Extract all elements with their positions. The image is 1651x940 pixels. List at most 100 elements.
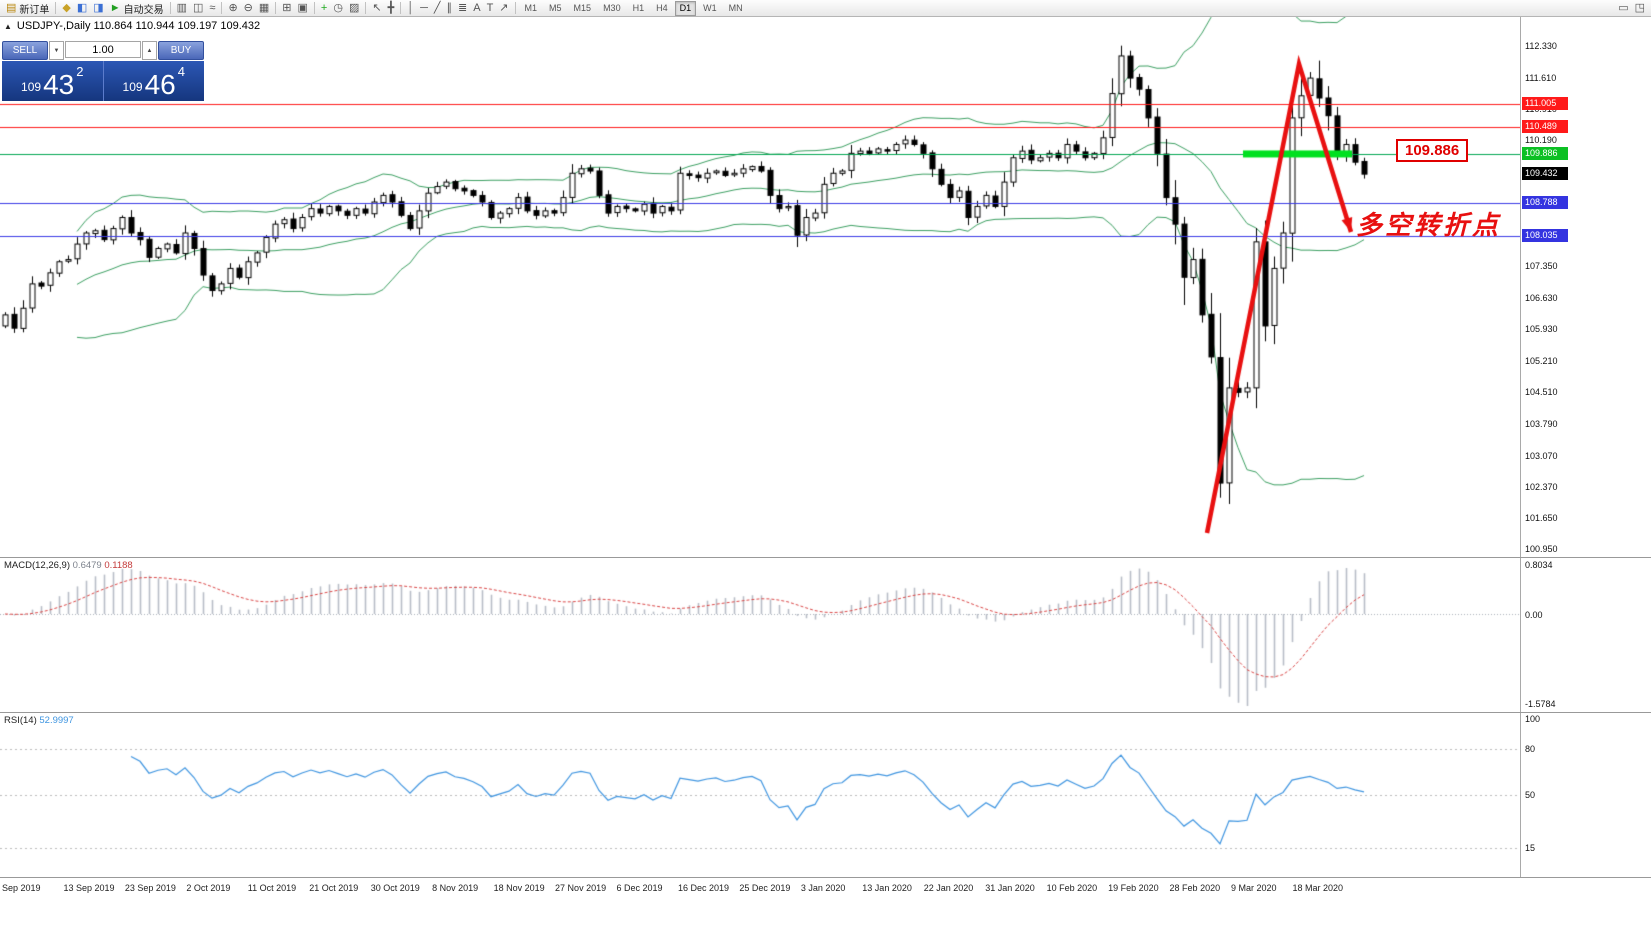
buy-button[interactable]: BUY (158, 41, 204, 60)
chart-window: ▲ USDJPY-,Daily 110.864 110.944 109.197 … (0, 17, 1651, 940)
trade-panel-divider (102, 61, 104, 101)
fibonacci-icon[interactable]: ≣ (455, 1, 470, 16)
toolbar-group: │ ─ ╱ ∥ ≣ A T ↗ (404, 1, 511, 16)
date-label: 28 Feb 2020 (1169, 883, 1221, 893)
periods-icon-icon: ◷ (333, 1, 343, 14)
line-chart-icon[interactable]: ≈ (206, 1, 218, 16)
tile-windows-icon[interactable]: ⊞ (279, 1, 294, 16)
add-indicator-icon[interactable]: + (318, 1, 330, 16)
channel-icon[interactable]: ∥ (444, 1, 456, 16)
timeframe-d1[interactable]: D1 (674, 0, 697, 16)
rsi-axis-label: 15 (1525, 843, 1536, 854)
new-chart-icon[interactable]: ▣ (295, 1, 311, 16)
zoom-out-icon-icon: ⊖ (243, 1, 253, 14)
rsi-value: 52.9997 (39, 715, 74, 726)
zoom-out-icon[interactable]: ⊖ (241, 1, 256, 16)
bar-chart-icon[interactable]: ▥ (174, 1, 190, 16)
buy-price-pips: 46 (144, 69, 176, 101)
label-icon[interactable]: T (484, 1, 497, 16)
toolbar-separator (275, 2, 277, 14)
one-click-toggle-icon[interactable]: ▲ (4, 21, 12, 31)
price-line-label-109.432: 109.432 (1522, 167, 1568, 181)
arrows-icon[interactable]: ↗ (496, 1, 511, 16)
macd-axis[interactable]: 0.8034 0.00 -1.5784 (1520, 558, 1651, 712)
toolbar-separator (221, 2, 223, 14)
data-window-icon[interactable]: ◨ (90, 1, 106, 16)
timeframe-m1[interactable]: M1 (524, 2, 538, 13)
main-chart-canvas[interactable] (0, 17, 1520, 557)
rsi-canvas[interactable] (0, 713, 1520, 877)
trendline-icon[interactable]: ╱ (431, 1, 444, 16)
cursor-icon[interactable]: ↖ (369, 1, 384, 16)
date-label: 16 Dec 2019 (677, 883, 729, 893)
date-label: 18 Mar 2020 (1292, 883, 1343, 893)
grid-icon[interactable]: ▦ (256, 1, 272, 16)
price-callout[interactable]: 109.886 (1396, 139, 1469, 162)
timeframe-mn[interactable]: MN (728, 2, 743, 13)
chart-shift-icon[interactable]: ▭ (1615, 1, 1631, 16)
market-watch-icon-icon: ◧ (76, 1, 88, 14)
macd-axis-label: 0.00 (1525, 610, 1543, 620)
timeframe-m5[interactable]: M5 (549, 2, 562, 13)
symbols-icon[interactable]: ◆ (59, 1, 73, 16)
sell-button[interactable]: SELL (2, 41, 48, 60)
periods-icon[interactable]: ◷ (330, 1, 346, 16)
crosshair-icon[interactable]: ╋ (385, 1, 398, 16)
price-tick-label: 100.950 (1525, 544, 1558, 555)
date-label: 23 Sep 2019 (124, 883, 176, 893)
date-label: 9 Mar 2020 (1231, 883, 1277, 893)
timeframe-h4[interactable]: H4 (656, 2, 668, 13)
zoom-in-icon[interactable]: ⊕ (225, 1, 240, 16)
price-line-label-110.489: 110.489 (1522, 120, 1568, 134)
buy-price[interactable]: 109 46 4 (104, 61, 205, 101)
date-axis[interactable]: Sep 2019 13 Sep 2019 23 Sep 2019 2 Oct 2019… (0, 877, 1651, 902)
date-label: 21 Oct 2019 (309, 883, 359, 893)
new-order-button-label: 新订单 (19, 4, 50, 16)
new-order-button[interactable]: ▤ 新订单 (3, 1, 52, 16)
price-tick-label: 111.610 (1525, 72, 1557, 83)
toolbar-group: ↖ ╋ (369, 1, 397, 16)
timeframe-m30[interactable]: M30 (603, 2, 621, 13)
timeframe-h1[interactable]: H1 (632, 2, 645, 13)
date-label: 25 Dec 2019 (739, 883, 791, 893)
zoom-in-icon-icon: ⊕ (228, 1, 238, 14)
macd-panel: MACD(12,26,9) 0.6479 0.1188 0.8034 0.00 -1… (0, 557, 1651, 712)
volume-stepper-icon[interactable]: ▲ (142, 41, 157, 60)
date-label: 18 Nov 2019 (493, 883, 545, 893)
arrows-icon-icon: ↗ (499, 1, 509, 14)
toolbar-group: ⊕ ⊖ ▦ (225, 1, 272, 16)
candlestick-chart-icon[interactable]: ◫ (190, 1, 206, 16)
macd-signal-value: 0.1188 (104, 560, 133, 571)
rsi-axis-label: 50 (1525, 790, 1536, 800)
main-chart-panel: ▲ USDJPY-,Daily 110.864 110.944 109.197 … (0, 17, 1651, 557)
volume-input[interactable] (65, 41, 141, 58)
timeframe-m15[interactable]: M15 (573, 2, 592, 13)
text-icon[interactable]: A (470, 1, 483, 16)
buy-price-pipette: 4 (177, 64, 185, 79)
auto-trading-button[interactable]: ► 自动交易 (107, 1, 167, 16)
templates-icon[interactable]: ▨ (346, 1, 362, 16)
rsi-label: RSI(14) 52.9997 (4, 715, 74, 726)
auto-scroll-icon[interactable]: ◳ (1632, 1, 1648, 16)
macd-canvas[interactable] (0, 558, 1520, 712)
rsi-axis[interactable]: 100 80 50 15 (1520, 713, 1651, 877)
rsi-axis-label: 100 (1525, 714, 1541, 724)
toolbar-separator (400, 2, 402, 14)
market-watch-icon[interactable]: ◧ (74, 1, 90, 16)
date-label: 6 Dec 2019 (616, 883, 663, 893)
auto-trading-icon: ► (109, 1, 121, 14)
date-label: 27 Nov 2019 (555, 883, 607, 893)
price-tick-label: 112.330 (1525, 40, 1557, 51)
sell-price[interactable]: 109 43 2 (2, 61, 103, 101)
horizontal-line-icon[interactable]: ─ (417, 1, 431, 16)
timeframe-w1[interactable]: W1 (703, 2, 717, 13)
date-label: 31 Jan 2020 (985, 883, 1035, 893)
price-tick-label: 107.350 (1525, 261, 1558, 272)
main-price-axis[interactable]: 112.330111.610110.910110.190107.350106.6… (1520, 17, 1651, 557)
rsi-plot: RSI(14) 52.9997 (0, 713, 1520, 877)
rsi-axis-label: 80 (1525, 744, 1536, 755)
vertical-line-icon[interactable]: │ (404, 1, 417, 16)
sell-dropdown-icon[interactable]: ▼ (49, 41, 64, 60)
date-label: 19 Feb 2020 (1108, 883, 1159, 893)
rsi-panel: RSI(14) 52.9997 100 80 50 15 (0, 712, 1651, 877)
